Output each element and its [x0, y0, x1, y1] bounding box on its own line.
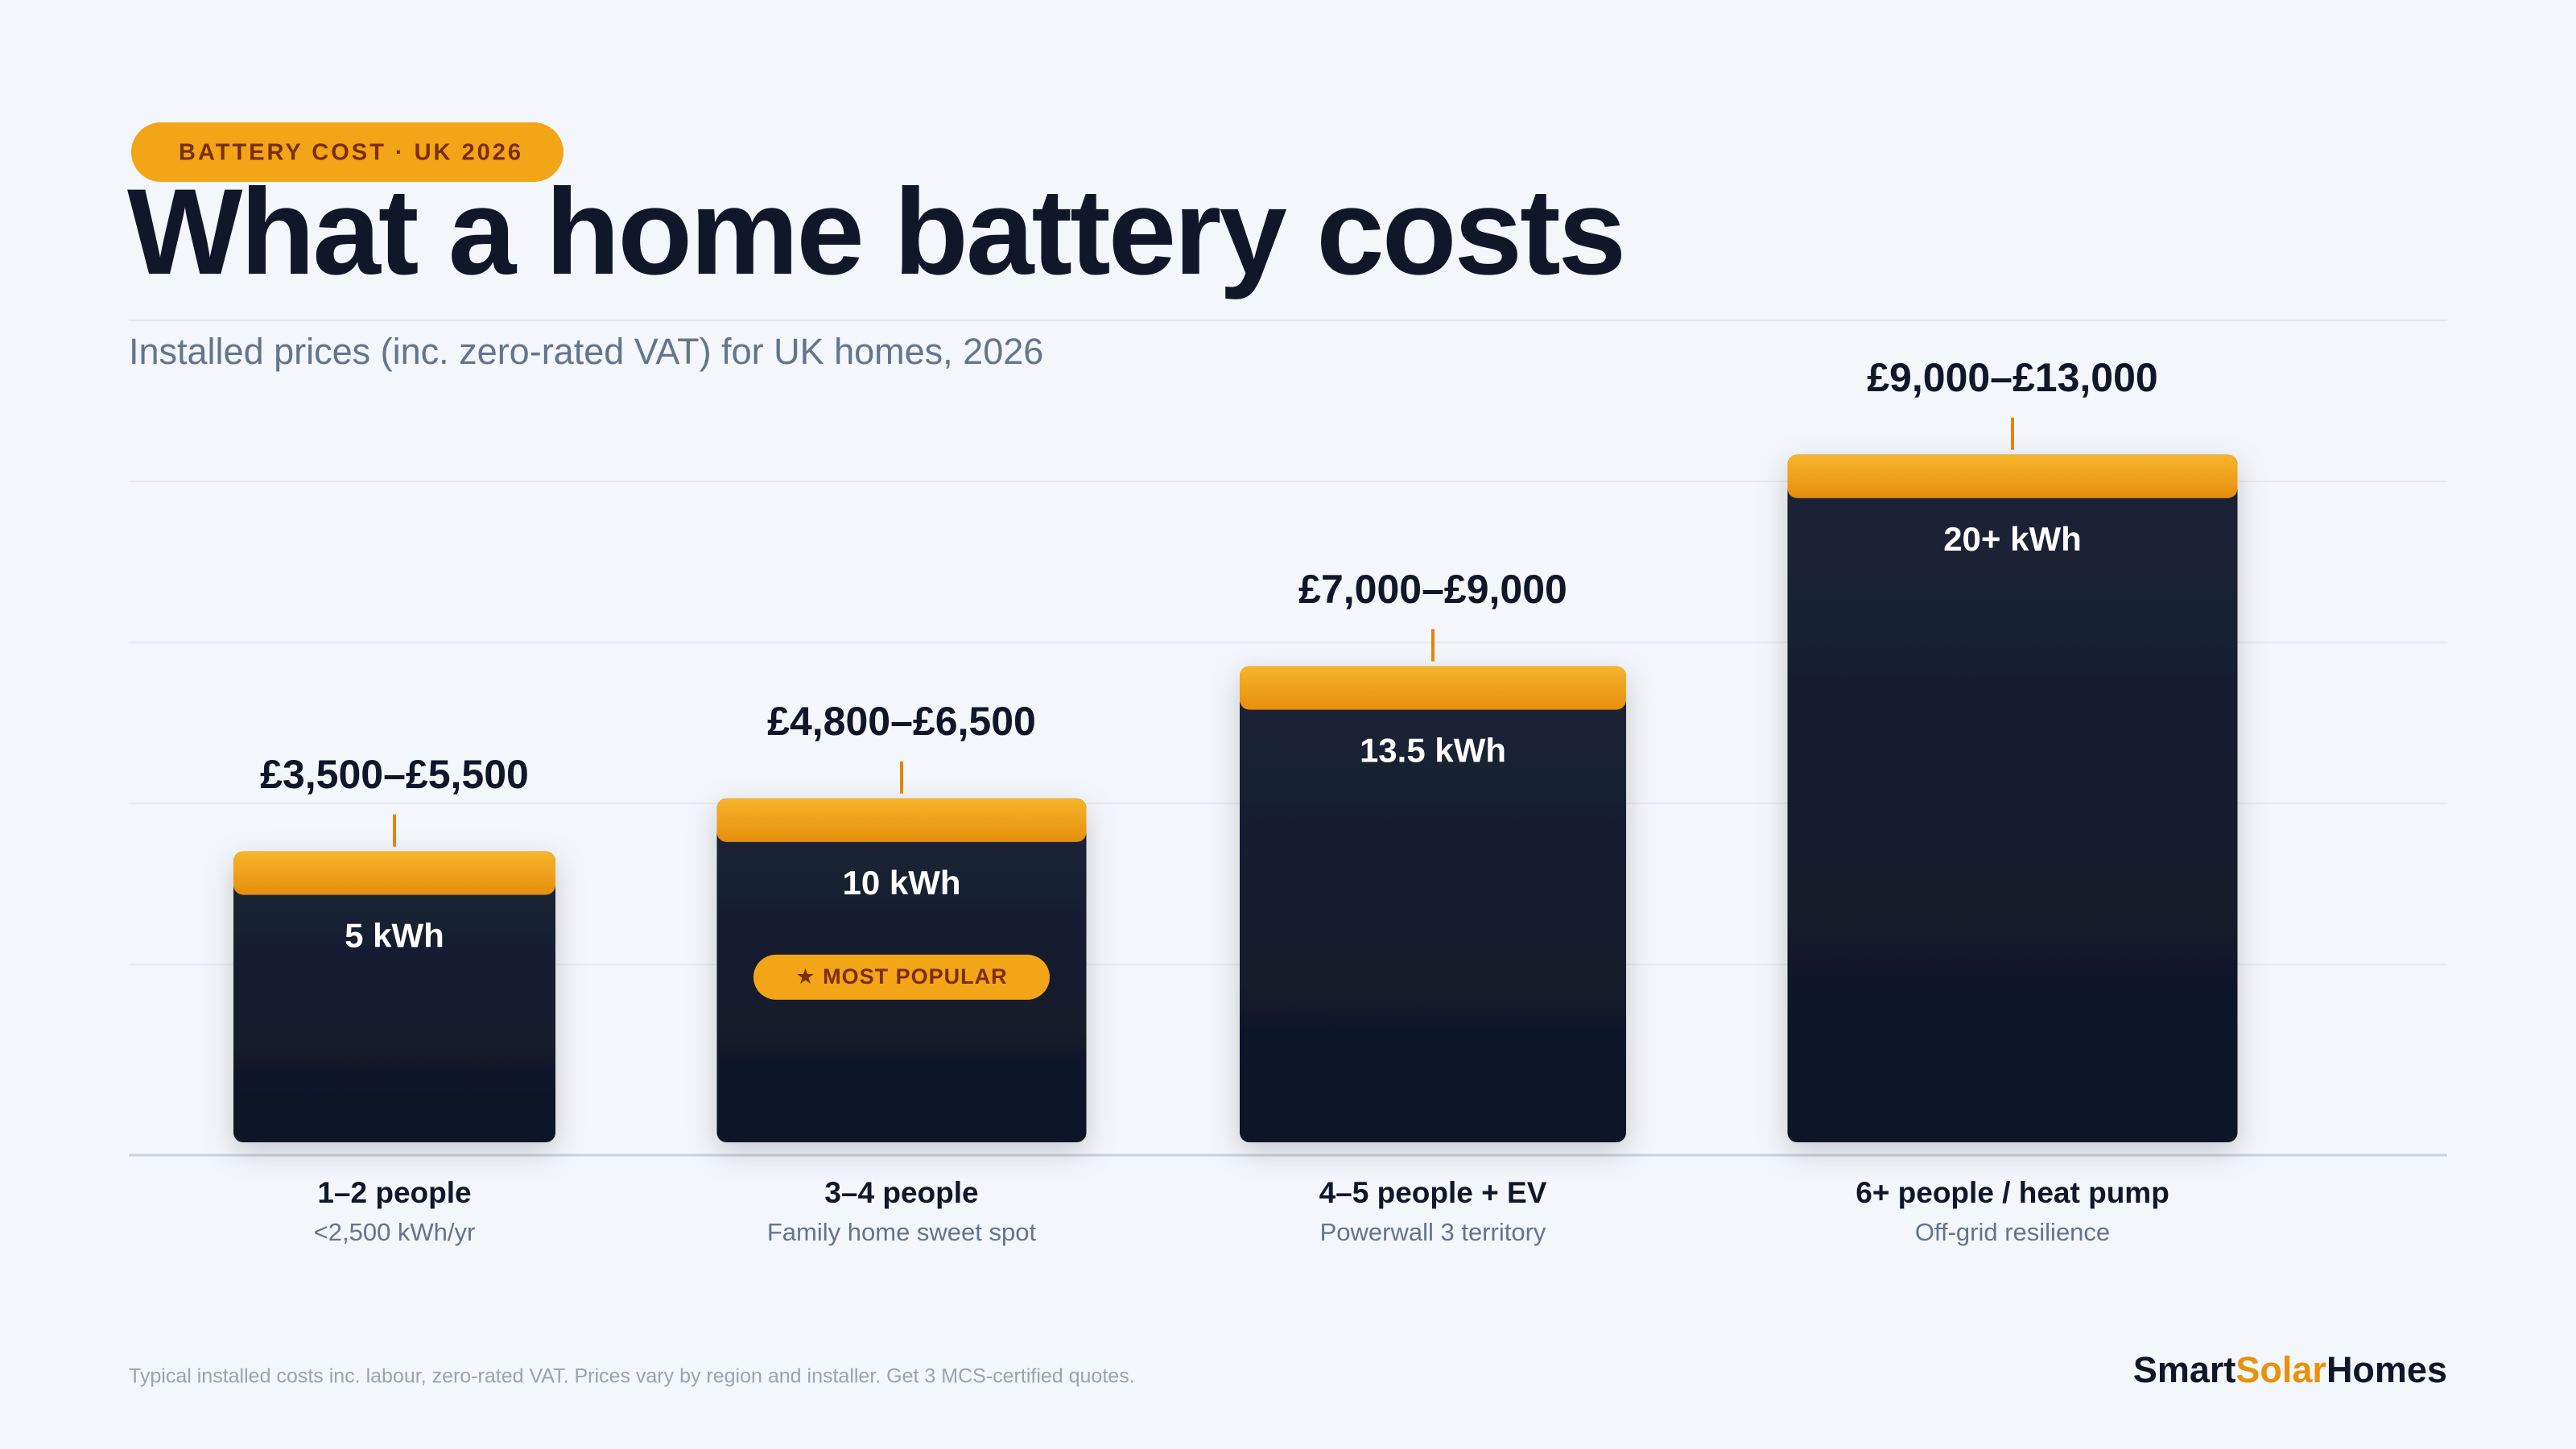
category-note: Powerwall 3 territory [1320, 1218, 1546, 1246]
bar-cap [716, 798, 1087, 842]
x-tick-label: 1–2 people [317, 1176, 471, 1209]
category-note: Family home sweet spot [767, 1218, 1037, 1246]
bar-cap [233, 851, 555, 895]
price-label: £4,800–£6,500 [767, 699, 1036, 744]
category-note: <2,500 kWh/yr [314, 1218, 476, 1246]
badge-pill [131, 122, 564, 182]
chart-title: What a home battery costs [127, 163, 1624, 300]
capacity-label: 5 kWh [345, 917, 444, 955]
badge-text: BATTERY COST · UK 2026 [179, 140, 523, 166]
brand: SmartSolarHomes [2133, 1349, 2447, 1390]
bar-cap [1240, 666, 1626, 710]
bar-cap [1787, 454, 2238, 498]
x-tick-label: 3–4 people [824, 1176, 978, 1209]
footnote: Typical installed costs inc. labour, zer… [129, 1365, 1135, 1388]
subtitle: Installed prices (inc. zero-rated VAT) f… [129, 331, 1043, 372]
bar [1787, 454, 2238, 1142]
bar [1240, 666, 1626, 1142]
brand-part: Solar [2235, 1349, 2326, 1390]
price-label: £3,500–£5,500 [260, 752, 529, 797]
capacity-label: 20+ kWh [1943, 520, 2082, 558]
highlight-pill [753, 954, 1050, 1000]
brand-part: Homes [2326, 1349, 2447, 1390]
capacity-label: 10 kWh [842, 864, 960, 902]
capacity-label: 13.5 kWh [1360, 732, 1506, 770]
price-label: £9,000–£13,000 [1867, 355, 2157, 400]
x-tick-label: 6+ people / heat pump [1856, 1176, 2169, 1209]
category-note: Off-grid resilience [1915, 1218, 2110, 1246]
price-label: £7,000–£9,000 [1298, 567, 1567, 612]
highlight-label: ★ MOST POPULAR [795, 964, 1007, 989]
bar [233, 851, 555, 1142]
x-tick-label: 4–5 people + EV [1319, 1176, 1547, 1209]
brand-part: Smart [2133, 1349, 2236, 1390]
